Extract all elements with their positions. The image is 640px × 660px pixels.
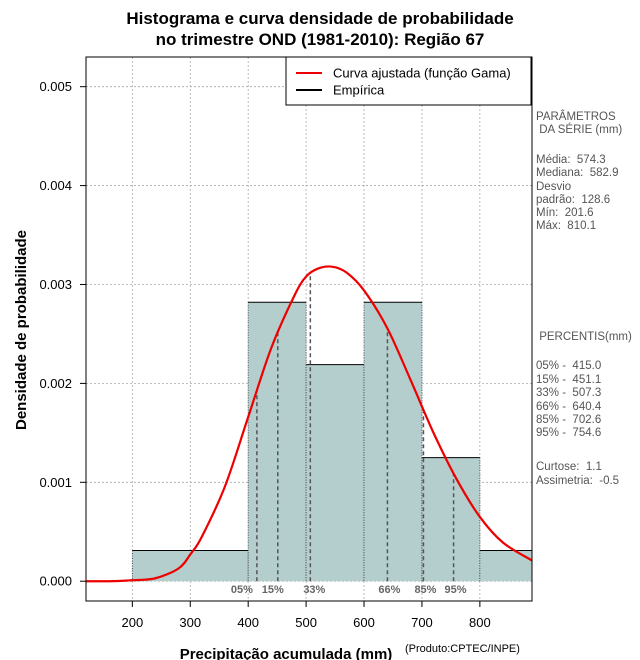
assimetria: Assimetria: -0.5 <box>536 475 620 487</box>
x-tick-label-2: 400 <box>237 615 259 630</box>
param-max: Máx: 810.1 <box>536 220 597 232</box>
percentile-label-4: 85% <box>414 584 436 596</box>
fitted-curve-layer <box>86 265 532 583</box>
y-tick-label-1: 0.001 <box>39 475 72 490</box>
y-tick-label-4: 0.004 <box>39 178 72 193</box>
x-tick-label-6: 800 <box>469 615 491 630</box>
param-min: Mín: 201.6 <box>536 207 594 219</box>
y-axis-label: Densidade de probabilidade <box>13 230 30 430</box>
param-mediana: Mediana: 582.9 <box>536 167 619 179</box>
percentis-heading: PERCENTIS(mm) <box>536 331 632 343</box>
percentil-33: 33% - 507.3 <box>536 387 602 399</box>
percentil-05: 05% - 415.0 <box>536 360 602 372</box>
legend-empirical-label: Empírica <box>333 83 385 98</box>
param-padrao: padrão: 128.6 <box>536 194 611 206</box>
params-heading-1: PARÂMETROS <box>536 111 616 123</box>
legend: Curva ajustada (função Gama) Empírica <box>285 56 532 106</box>
y-tick-label-2: 0.002 <box>39 376 72 391</box>
x-tick-label-5: 700 <box>411 615 433 630</box>
x-tick-label-1: 300 <box>179 615 201 630</box>
percentile-label-1: 15% <box>262 584 284 596</box>
param-media: Média: 574.3 <box>536 154 606 166</box>
credit-text: (Produto:CPTEC/INPE) <box>405 643 520 655</box>
x-axis-label: Precipitação acumulada (mm) <box>180 646 393 660</box>
percentil-15: 15% - 451.1 <box>536 374 602 386</box>
fitted-gamma-curve <box>86 265 532 583</box>
params-heading-2: DA SÉRIE (mm) <box>536 124 623 136</box>
percentile-lines <box>256 273 455 582</box>
percentil-95: 95% - 754.6 <box>536 427 602 439</box>
percentile-label-2: 33% <box>303 584 325 596</box>
percentile-label-3: 66% <box>378 584 400 596</box>
y-axis: 0.000 0.001 0.002 0.003 0.004 0.005 <box>39 79 86 589</box>
x-tick-label-4: 600 <box>353 615 375 630</box>
y-tick-label-5: 0.005 <box>39 79 72 94</box>
histogram-bar-2 <box>306 364 365 582</box>
x-tick-label-0: 200 <box>121 615 143 630</box>
x-axis: 200 300 400 500 600 700 800 <box>121 601 491 630</box>
percentil-66: 66% - 640.4 <box>536 401 602 413</box>
percentil-85: 85% - 702.6 <box>536 414 602 426</box>
chart-title-line2: no trimestre OND (1981-2010): Região 67 <box>155 30 485 49</box>
percentile-label-5: 95% <box>445 584 467 596</box>
legend-fit-label: Curva ajustada (função Gama) <box>333 66 511 81</box>
curtose: Curtose: 1.1 <box>536 461 602 473</box>
param-desvio: Desvio <box>536 181 572 193</box>
histogram-bar-4 <box>421 457 480 582</box>
x-tick-label-3: 500 <box>295 615 317 630</box>
y-tick-label-3: 0.003 <box>39 277 72 292</box>
histogram-bars <box>131 301 532 582</box>
histogram-bar-5 <box>479 550 532 582</box>
histogram-bar-3 <box>364 302 422 582</box>
chart-title-line1: Histograma e curva densidade de probabil… <box>126 9 514 28</box>
percentile-labels: 05% 15% 33% 66% 85% 95% <box>231 584 467 596</box>
percentile-label-0: 05% <box>231 584 253 596</box>
y-tick-label-0: 0.000 <box>39 574 72 589</box>
histogram-bar-1 <box>248 302 307 582</box>
legend-box <box>285 56 532 106</box>
